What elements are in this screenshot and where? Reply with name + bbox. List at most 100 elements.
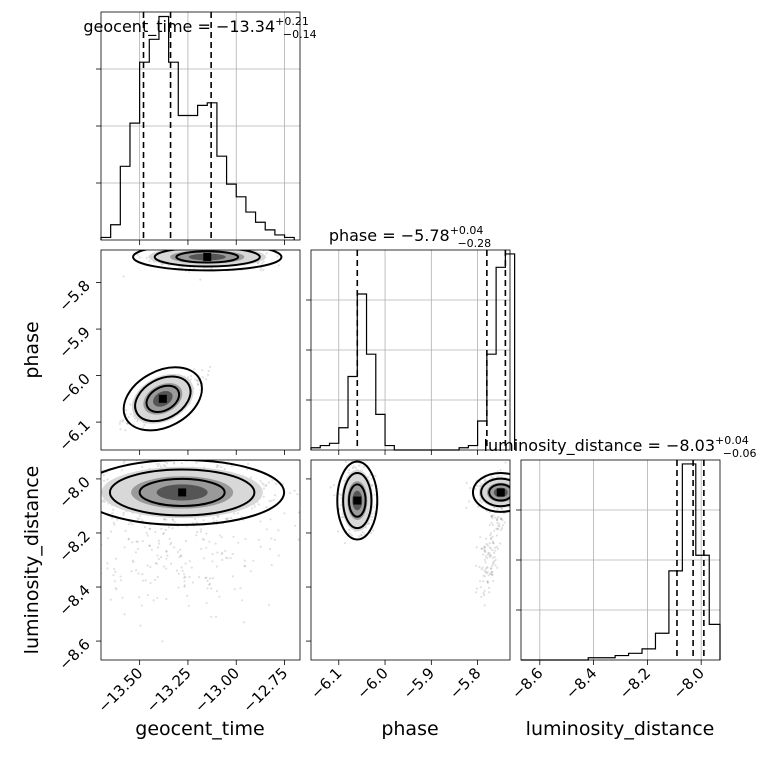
scatter-point	[479, 498, 482, 501]
scatter-point	[194, 518, 197, 521]
scatter-point	[273, 494, 276, 497]
scatter-point	[511, 490, 513, 492]
scatter-point	[215, 519, 218, 523]
scatter-point	[177, 572, 180, 575]
scatter-point	[220, 245, 222, 247]
panel-luminosity-vs-geocent-time	[57, 459, 316, 661]
scatter-point	[499, 517, 502, 520]
scatter-point	[212, 520, 216, 523]
scatter-point	[504, 461, 507, 464]
scatter-point	[224, 549, 227, 553]
scatter-point	[165, 567, 168, 570]
scatter-point	[513, 492, 515, 494]
scatter-point	[208, 540, 211, 543]
scatter-point	[136, 540, 139, 544]
scatter-point	[193, 368, 196, 371]
scatter-point	[177, 586, 180, 589]
scatter-point	[518, 495, 520, 497]
scatter-point	[185, 525, 188, 528]
scatter-point	[226, 246, 228, 248]
ticks-layer: −13.50−13.25−13.00−12.75 −6.1 −6.0 −5.9 −5.8…	[55, 240, 708, 716]
scatter-point	[518, 495, 520, 497]
scatter-point	[522, 488, 524, 490]
scatter-point	[501, 526, 504, 530]
scatter-point	[480, 568, 483, 571]
scatter-point	[143, 423, 146, 427]
scatter-point	[259, 520, 262, 523]
scatter-point	[486, 553, 489, 556]
scatter-point	[165, 550, 168, 553]
contours-luminosity-vs-phase	[336, 460, 510, 541]
scatter-point	[348, 528, 351, 532]
contour-inner	[347, 483, 367, 518]
scatter-point	[465, 506, 468, 509]
scatter-point	[57, 507, 59, 509]
scatter-point	[265, 252, 268, 255]
scatter-point	[225, 556, 228, 559]
scatter-point	[484, 568, 487, 571]
scatter-point	[475, 564, 478, 568]
scatter-point	[329, 486, 332, 489]
scatter-point	[479, 536, 482, 539]
scatter-point	[482, 592, 485, 595]
scatter-point	[196, 379, 199, 382]
scatter-point	[146, 594, 149, 597]
scatter-point	[145, 531, 148, 535]
scatter-point	[515, 501, 517, 503]
scatter-point	[371, 512, 374, 515]
scatter-point	[358, 535, 361, 538]
scatter-point	[183, 580, 186, 583]
ylabel-luminosity-distance: luminosity_distance	[21, 466, 43, 655]
scatter-point	[196, 382, 199, 386]
scatter-point	[237, 247, 239, 249]
scatter-point	[237, 541, 240, 544]
scatter-point	[489, 554, 492, 557]
scatter-point	[245, 468, 248, 471]
scatter-point	[314, 586, 316, 588]
scatter-point	[197, 576, 200, 579]
scatter-point	[482, 574, 485, 577]
scatter-point	[106, 478, 109, 481]
scatter-point	[494, 564, 497, 567]
scatter-point	[162, 532, 166, 535]
scatter-point	[492, 562, 495, 566]
scatter-point	[511, 478, 513, 480]
grid-hist-phase	[311, 250, 510, 450]
scatter-point	[490, 475, 493, 478]
scatter-point	[511, 479, 513, 481]
scatter-point	[237, 247, 239, 249]
scatter-point	[195, 521, 198, 524]
scatter-point	[121, 420, 124, 423]
scatter-point	[523, 496, 525, 498]
scatter-point	[208, 583, 211, 587]
scatter-point	[511, 493, 513, 495]
scatter-point	[511, 504, 513, 506]
contour-outer	[122, 366, 203, 432]
scatter-point	[490, 567, 493, 570]
scatter-point	[488, 552, 491, 555]
xlabel-luminosity-distance: luminosity_distance	[526, 718, 715, 740]
contour-mid	[134, 375, 192, 423]
scatter-point	[512, 500, 514, 502]
density-luminosity-vs-phase	[341, 469, 510, 532]
scatter-point	[517, 486, 519, 488]
scatter-point	[348, 469, 351, 472]
scatter-point	[145, 256, 148, 259]
ytick-label-luminosity_distance-3: −8.0	[55, 473, 93, 511]
scatter-point	[225, 518, 229, 521]
scatter-point	[269, 518, 272, 521]
density-phase-vs-geocent	[131, 250, 266, 424]
scatter-point	[489, 547, 492, 550]
scatter-point	[496, 566, 499, 569]
scatter-point	[96, 582, 98, 584]
scatter-point	[465, 481, 468, 484]
scatter-point	[262, 483, 265, 486]
scatter-point	[367, 523, 370, 526]
scatter-point	[480, 595, 483, 598]
scatter-point	[123, 460, 126, 463]
title-geocent-time: geocent_time = −13.34+0.21 −0.14	[83, 15, 316, 41]
scatter-point	[174, 246, 176, 248]
scatter-point	[114, 557, 118, 560]
scatter-point	[514, 495, 516, 497]
scatter-point	[469, 486, 472, 490]
